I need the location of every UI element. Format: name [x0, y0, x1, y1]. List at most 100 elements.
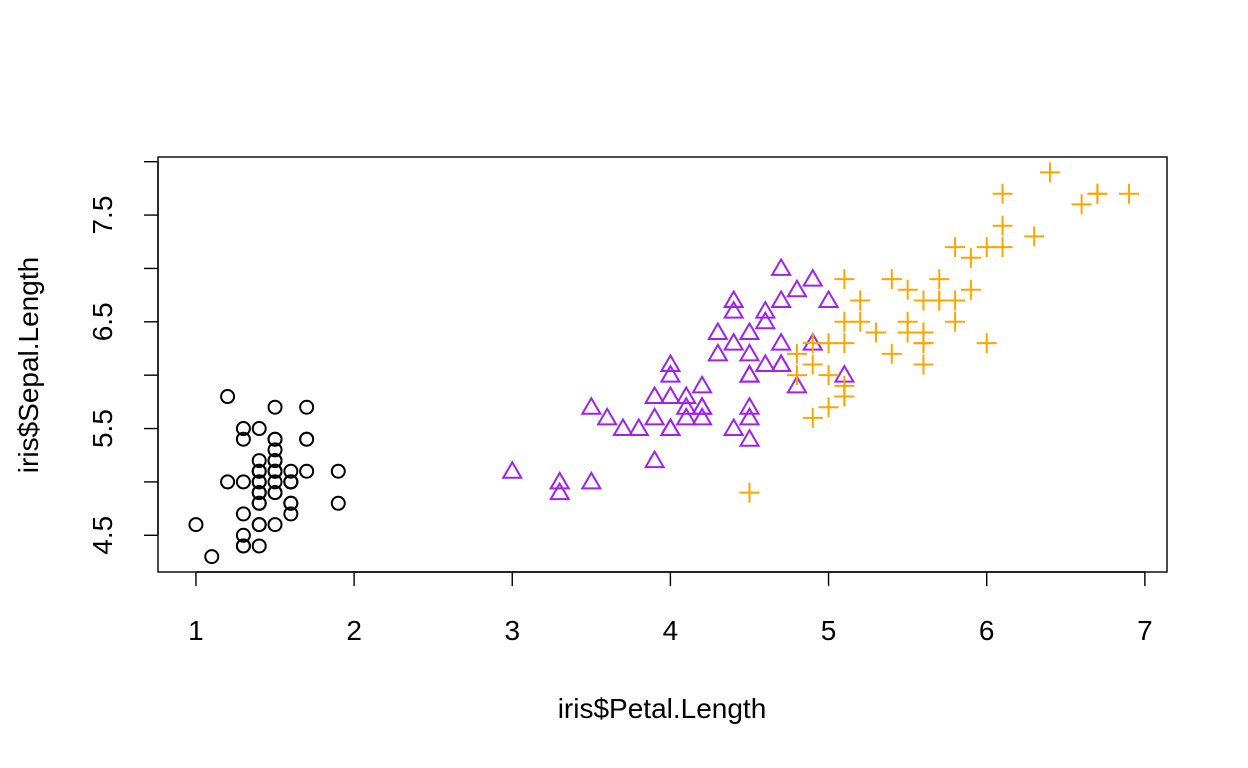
plus-point	[960, 247, 981, 268]
circle-point	[267, 431, 283, 447]
triangle-point	[786, 374, 808, 394]
x-tick-label: 1	[188, 615, 204, 646]
circle-point	[267, 453, 283, 469]
circle-point	[235, 474, 251, 490]
triangle-point	[596, 406, 618, 426]
triangle-point	[707, 342, 729, 362]
plus-point	[881, 269, 902, 290]
plus-point	[1119, 183, 1140, 204]
circle-point	[299, 463, 315, 479]
triangle-point	[770, 353, 792, 372]
triangle-point	[643, 406, 666, 426]
circle-point	[283, 506, 299, 522]
triangle-point	[770, 353, 792, 372]
triangle-point	[501, 460, 523, 479]
circle-point	[251, 453, 267, 469]
circle-point	[235, 538, 251, 554]
plus-point	[929, 290, 950, 311]
plus-point	[866, 322, 887, 343]
triangle-point	[612, 417, 634, 437]
triangle-point	[738, 396, 761, 415]
plus-point	[1087, 183, 1108, 204]
circle-point	[267, 517, 283, 533]
triangle-point	[659, 353, 682, 372]
circle-point	[283, 463, 299, 479]
circle-point	[251, 538, 267, 554]
triangle-point	[659, 417, 682, 437]
plus-point	[897, 322, 918, 343]
triangle-point	[722, 289, 745, 308]
plus-point	[976, 237, 997, 258]
plus-point	[802, 354, 823, 375]
triangle-point	[580, 470, 603, 490]
triangle-point	[548, 470, 571, 490]
plus-point	[834, 375, 855, 396]
plus-point	[786, 365, 807, 386]
circle-point	[299, 431, 315, 447]
triangle-point	[738, 428, 761, 447]
circle-point	[283, 495, 299, 511]
data-points	[188, 162, 1140, 565]
triangle-point	[675, 406, 697, 426]
y-tick-label: 7.5	[87, 196, 118, 235]
y-tick-label: 4.5	[87, 516, 118, 555]
triangle-point	[754, 353, 777, 372]
circle-point	[220, 474, 236, 490]
triangle-point	[659, 364, 682, 383]
plus-point	[802, 407, 823, 428]
plus-point	[818, 397, 839, 418]
y-tick-label: 6.5	[87, 302, 118, 341]
plot-frame	[157, 156, 1168, 573]
triangle-point	[770, 332, 792, 351]
triangle-point	[738, 321, 761, 340]
plus-point	[818, 365, 839, 386]
x-tick-label: 4	[663, 615, 679, 646]
triangle-point	[817, 289, 840, 308]
plus-point	[881, 343, 902, 364]
circle-point	[251, 421, 267, 437]
x-tick-label: 7	[1137, 615, 1153, 646]
plus-point	[897, 279, 918, 300]
triangle-point	[659, 417, 682, 437]
x-tick-label: 2	[346, 615, 362, 646]
x-tick-label: 5	[821, 615, 837, 646]
circle-point	[220, 389, 236, 405]
circle-point	[330, 463, 346, 479]
triangle-point	[691, 396, 713, 415]
plus-point	[913, 354, 934, 375]
circle-point	[283, 474, 299, 490]
x-axis: 1 2 3 4 5 6 7	[188, 571, 1153, 646]
triangle-point	[548, 481, 571, 501]
circle-point	[251, 517, 267, 533]
plus-point	[1071, 194, 1092, 215]
plus-point	[960, 279, 981, 300]
triangle-point	[786, 278, 808, 298]
triangle-point	[738, 364, 761, 383]
x-axis-label: iris$Petal.Length	[558, 693, 767, 724]
triangle-point	[722, 417, 745, 437]
triangle-point	[643, 385, 666, 405]
triangle-point	[628, 417, 650, 437]
triangle-point	[754, 310, 777, 330]
circle-point	[251, 495, 267, 511]
triangle-point	[643, 449, 666, 469]
triangle-point	[738, 406, 761, 426]
circle-point	[188, 517, 204, 533]
circle-point	[235, 421, 251, 437]
triangle-point	[802, 268, 824, 287]
plus-point	[834, 269, 855, 290]
plus-point	[913, 333, 934, 354]
triangle-point	[722, 300, 745, 319]
plus-point	[992, 183, 1013, 204]
circle-point	[251, 485, 267, 501]
triangle-point	[754, 300, 777, 319]
triangle-point	[770, 289, 792, 308]
plus-point	[850, 311, 871, 332]
plus-point	[850, 290, 871, 311]
plus-point	[818, 333, 839, 354]
triangle-point	[659, 385, 682, 405]
triangle-point	[580, 396, 603, 415]
circle-point	[267, 399, 283, 415]
triangle-point	[691, 406, 713, 426]
